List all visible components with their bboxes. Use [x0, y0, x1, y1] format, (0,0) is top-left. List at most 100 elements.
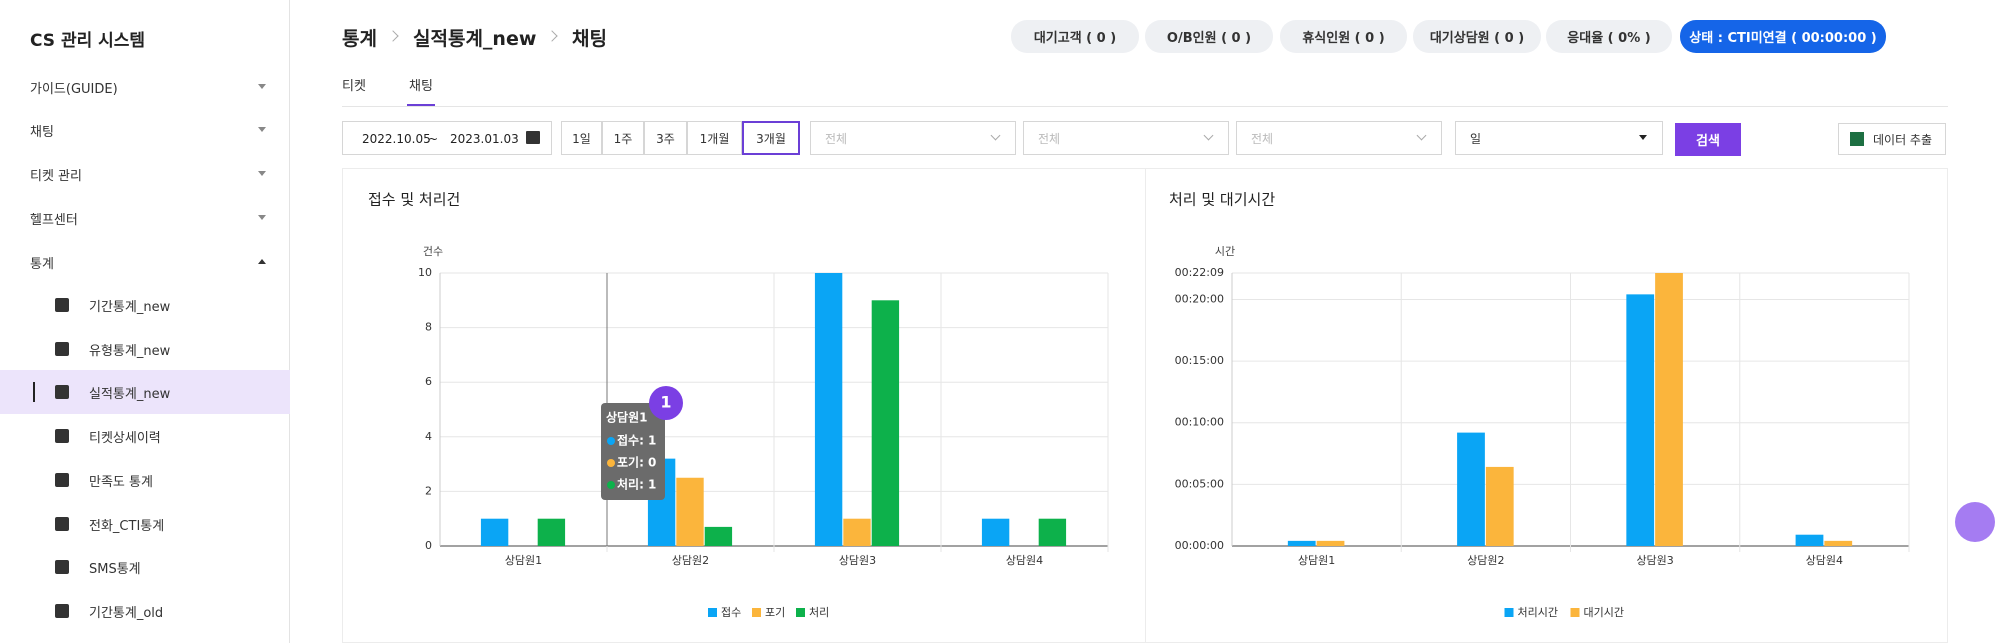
y-axis-label: 건수 [423, 245, 443, 258]
submenu-item[interactable]: 기간통계_new [89, 300, 171, 315]
tooltip-line: 접수: 1 [617, 434, 656, 448]
bar [1655, 273, 1683, 546]
menu-arrow [258, 171, 266, 176]
bar [871, 300, 900, 546]
chart-title: 접수 및 처리건 [368, 191, 460, 209]
tooltip-title: 상담원1 [606, 410, 647, 425]
period-button[interactable]: 1주 [602, 121, 644, 155]
y-tick-label: 10 [418, 266, 432, 279]
submenu-item[interactable]: 기간통계_old [89, 605, 164, 621]
y-tick-label: 00:05:00 [1175, 477, 1224, 490]
calendar-icon[interactable] [526, 131, 540, 144]
bar [843, 518, 871, 546]
bar [1824, 540, 1853, 546]
float-button[interactable] [1955, 502, 1995, 542]
submenu-icon [55, 516, 69, 531]
period-button[interactable]: 1일 [561, 121, 602, 155]
select[interactable]: 전체 [1236, 121, 1442, 155]
select[interactable]: 전체 [810, 121, 1016, 155]
y-tick-label: 00:22:09 [1175, 266, 1224, 279]
submenu-item[interactable]: 만족도 통계 [89, 474, 153, 490]
select[interactable]: 전체 [1023, 121, 1229, 155]
badge [649, 386, 683, 420]
legend-label: 처리시간 [1518, 606, 1558, 619]
x-tick-label: 상담원1 [505, 554, 542, 567]
menu-item[interactable]: 가이드(GUIDE) [30, 82, 118, 97]
menu-item[interactable]: 통계 [30, 257, 54, 272]
submenu-item[interactable]: 유형통계_new [89, 343, 171, 359]
period-button[interactable]: 3주 [644, 121, 687, 155]
legend-swatch [796, 608, 805, 617]
breadcrumb-sep [546, 30, 558, 42]
menu-item[interactable]: 티켓 관리 [30, 169, 82, 184]
breadcrumb-item: 통계 [342, 28, 377, 50]
status-pill: 대기고객 ( 0 ) [1011, 20, 1139, 53]
sidebar [0, 0, 290, 643]
breadcrumb-item: 채팅 [572, 28, 607, 50]
tab[interactable]: 티켓 [342, 79, 366, 94]
search-button[interactable]: 검색 [1675, 123, 1741, 156]
submenu-item[interactable]: 실적통계_new [89, 387, 171, 403]
bar [1316, 540, 1345, 546]
bar [676, 477, 704, 546]
legend-label: 대기시간 [1584, 606, 1624, 619]
legend-label: 접수 [721, 606, 741, 619]
y-tick-label: 0 [425, 539, 432, 552]
bar [537, 518, 566, 546]
period-button[interactable]: 1개월 [687, 121, 742, 155]
date-end: 2023.01.03 [450, 132, 519, 146]
menu-arrow [258, 259, 266, 264]
submenu-icon [55, 385, 69, 400]
active-row [0, 370, 290, 415]
bar [1795, 534, 1824, 546]
submenu-item[interactable]: SMS통계 [89, 562, 141, 578]
y-tick-label: 4 [425, 430, 432, 443]
submenu-icon [55, 603, 69, 618]
tab-underline [407, 104, 435, 106]
bar [814, 273, 843, 546]
status-pill: O/B인원 ( 0 ) [1145, 20, 1273, 53]
tooltip [601, 403, 665, 500]
date-sep: ~ [428, 132, 439, 146]
bar [981, 518, 1010, 546]
menu-item[interactable]: 헬프센터 [30, 213, 78, 228]
y-tick-label: 00:15:00 [1175, 354, 1224, 367]
bar [704, 526, 733, 546]
status-pill: 응대율 ( 0% ) [1546, 20, 1672, 53]
y-tick-label: 6 [425, 375, 432, 388]
select[interactable]: 일 [1455, 121, 1663, 155]
legend-swatch [708, 608, 717, 617]
y-axis-label: 시간 [1215, 245, 1235, 258]
breadcrumb-sep [387, 30, 399, 42]
tab[interactable]: 채팅 [409, 79, 433, 94]
submenu-icon [55, 341, 69, 356]
tooltip-dot [607, 481, 615, 489]
bar [480, 518, 509, 546]
x-tick-label: 상담원3 [839, 554, 876, 567]
period-button[interactable]: 3개월 [742, 121, 800, 155]
legend-swatch [1504, 608, 1514, 617]
date-start: 2022.10.05 [362, 132, 431, 146]
x-tick-label: 상담원4 [1006, 554, 1043, 567]
bar [1287, 540, 1316, 546]
y-tick-label: 00:10:00 [1175, 416, 1224, 429]
menu-item[interactable]: 채팅 [30, 125, 54, 140]
y-tick-label: 2 [425, 484, 432, 497]
legend-swatch [752, 608, 761, 617]
submenu-icon [55, 560, 69, 575]
status-pill[interactable]: 상태 : CTI미연결 ( 00:00:00 ) [1680, 20, 1886, 53]
x-tick-label: 상담원1 [1298, 554, 1335, 567]
submenu-icon [55, 429, 69, 444]
y-tick-label: 8 [425, 321, 432, 334]
y-tick-label: 00:20:00 [1175, 292, 1224, 305]
submenu-item[interactable]: 전화_CTI통계 [89, 518, 165, 534]
status-pill: 대기상담원 ( 0 ) [1413, 20, 1541, 53]
legend-label: 처리 [809, 606, 829, 619]
submenu-item[interactable]: 티켓상세이력 [89, 431, 161, 447]
select-arrow [1639, 135, 1647, 140]
submenu-icon [55, 298, 69, 312]
tooltip-line: 처리: 1 [617, 477, 656, 492]
